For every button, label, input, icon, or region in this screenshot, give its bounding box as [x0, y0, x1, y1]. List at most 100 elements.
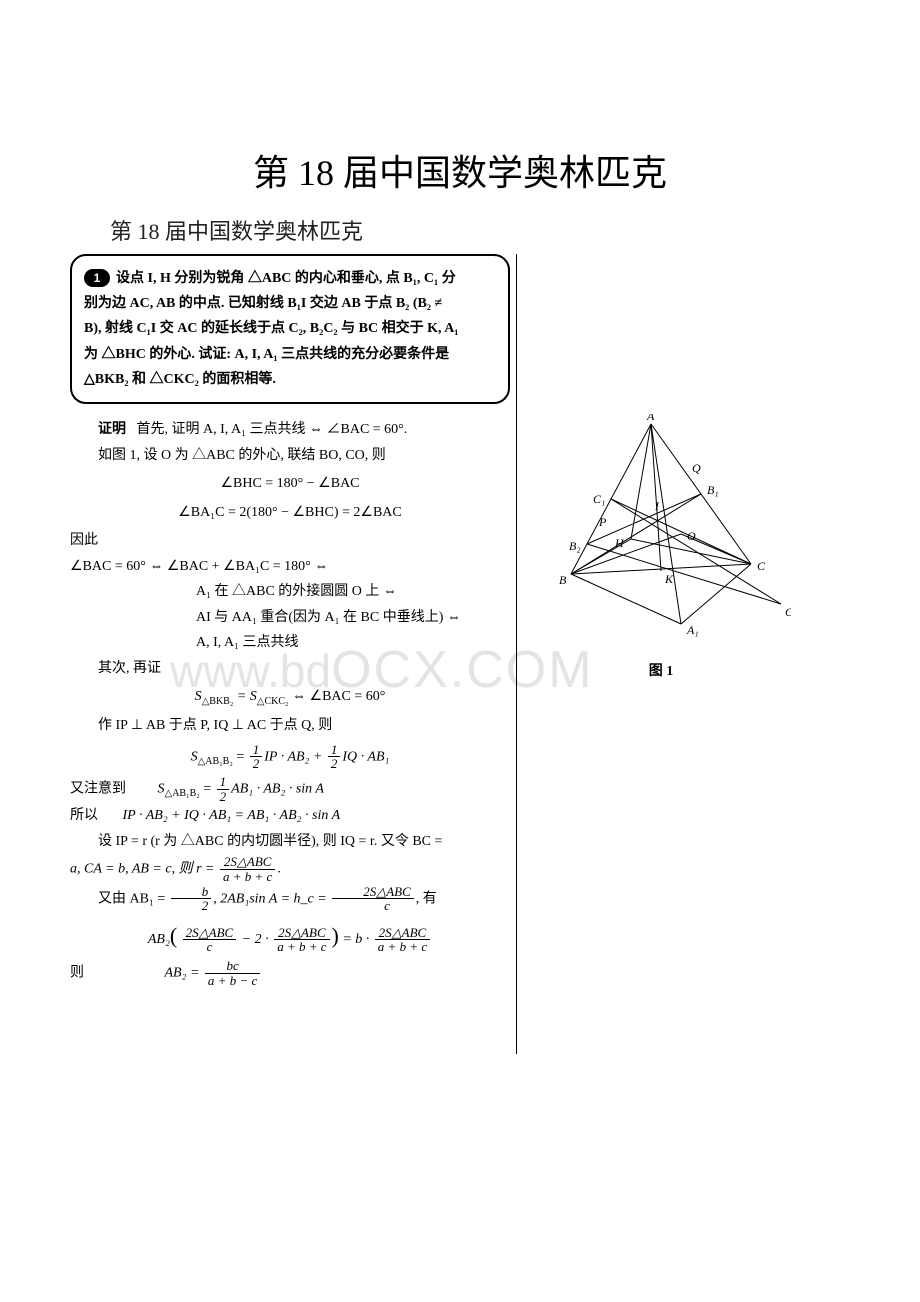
svg-text:C₁: C₁: [593, 492, 605, 506]
eq8-half1: 12: [250, 743, 263, 771]
svg-text:K: K: [664, 572, 674, 586]
svg-text:H: H: [614, 536, 625, 550]
figure-caption: 图 1: [531, 660, 791, 680]
proof-eq7: S△BKB₂ = S△CKC₂ ⇔ ∠BAC = 60°: [70, 685, 510, 710]
svg-text:B: B: [559, 573, 567, 587]
eq7-sub1: △BKB₂: [202, 696, 234, 707]
proof-eq5: AI 与 AA₁ 重合(因为 A₁ 在 BC 中垂线上) ⇔: [70, 606, 510, 631]
l10-den1: 2: [171, 899, 212, 913]
proof-line-11: 则 AB₂ = bc a + b − c: [70, 959, 510, 987]
eq9-rhs: AB₁ · AB₂ · sin A: [231, 781, 324, 796]
content-row: 1 设点 I, H 分别为锐角 △ABC 的内心和垂心, 点 B₁, C₁ 分 …: [70, 254, 850, 1054]
proof-line-6: 又注意到 S△AB₁B₂ = 12AB₁ · AB₂ · sin A: [70, 775, 510, 803]
l9-num: 2S△ABC: [220, 855, 275, 870]
eq11-num1: 2S△ABC: [183, 926, 237, 941]
proof-eq6: A, I, A₁ 三点共线: [70, 631, 510, 656]
eq11-num2: 2S△ABC: [274, 926, 329, 941]
eq8-half2: 12: [328, 743, 341, 771]
page-title: 第 18 届中国数学奥林匹克: [70, 144, 850, 196]
problem-line-2: B), 射线 C₁I 交 AC 的延长线于点 C₂, B₂C₂ 与 BC 相交于…: [84, 321, 459, 336]
eq11-eq: = b ·: [339, 932, 373, 947]
eq12-den: a + b − c: [205, 974, 260, 988]
eq12-num: bc: [205, 959, 260, 974]
proof-line-1b: 首先, 证明 A, I, A₁ 三点共线 ⇔ ∠BAC = 60°.: [137, 422, 408, 437]
problem-line-3: 为 △BHC 的外心. 试证: A, I, A₁ 三点共线的充分必要条件是: [84, 347, 449, 362]
l6a: 又注意到: [70, 781, 126, 796]
proof-line-2: 如图 1, 设 O 为 △ABC 的外心, 联结 BO, CO, 则: [70, 444, 510, 469]
l11: 则: [70, 966, 84, 981]
svg-text:A: A: [646, 414, 655, 423]
eq7-s1: S: [195, 689, 202, 704]
proof-line-1: 证明 首先, 证明 A, I, A₁ 三点共线 ⇔ ∠BAC = 60°.: [70, 418, 510, 443]
problem-box: 1 设点 I, H 分别为锐角 △ABC 的内心和垂心, 点 B₁, C₁ 分 …: [70, 254, 510, 404]
svg-text:O: O: [687, 529, 696, 543]
page-subtitle: 第 18 届中国数学奥林匹克: [110, 214, 850, 246]
l10-frac2: 2S△ABC c: [332, 885, 414, 913]
proof-line-4: 其次, 再证: [70, 657, 510, 682]
proof-line-10: 又由 AB₁ = b 2 , 2AB₁sin A = h_c = 2S△ABC …: [70, 885, 510, 913]
l10c: , 有: [416, 891, 437, 906]
l10-den2: c: [332, 899, 414, 913]
proof-line-3: 因此: [70, 529, 510, 554]
l9-frac: 2S△ABC a + b + c: [220, 855, 275, 883]
proof-eq8: S△AB₁B₂ = 12IP · AB₂ + 12IQ · AB₁: [70, 743, 510, 771]
eq7-s2: = S: [233, 689, 256, 704]
svg-text:A₁: A₁: [686, 623, 699, 637]
proof-eq4: A₁ 在 △ABC 的外接圆圆 O 上 ⇔: [70, 580, 510, 605]
problem-lead: 1: [84, 269, 116, 287]
proof-line-7: 所以 IP · AB₂ + IQ · AB₁ = AB₁ · AB₂ · sin…: [70, 804, 510, 829]
proof-eq3: ∠BAC = 60° ⇔ ∠BAC + ∠BA₁C = 180° ⇔: [70, 555, 510, 580]
svg-text:C₂: C₂: [785, 605, 791, 619]
eq12-frac: bc a + b − c: [205, 959, 260, 987]
l9-den: a + b + c: [220, 870, 275, 884]
eq11-den3: a + b + c: [375, 940, 430, 954]
proof-line-9: a, CA = b, AB = c, 则 r = 2S△ABC a + b + …: [70, 855, 510, 883]
svg-text:I: I: [654, 499, 660, 513]
svg-text:B₁: B₁: [707, 483, 719, 497]
proof-eq11: AB₂( 2S△ABC c − 2 · 2S△ABC a + b + c ) =…: [70, 917, 510, 956]
problem-line-1: 别为边 AC, AB 的中点. 已知射线 B₁I 交边 AB 于点 B₂ (B₂…: [84, 296, 442, 311]
l7: 所以: [70, 808, 98, 823]
eq11-f3: 2S△ABC a + b + c: [375, 926, 430, 954]
page: www.bdOCX.COM 第 18 届中国数学奥林匹克 第 18 届中国数学奥…: [0, 0, 920, 1094]
eq8-sub: △AB₁B₂: [198, 756, 233, 767]
eq11-mid: − 2 ·: [238, 932, 272, 947]
proof-label: 证明: [98, 422, 126, 437]
svg-text:Q: Q: [692, 461, 701, 475]
left-column: 1 设点 I, H 分别为锐角 △ABC 的内心和垂心, 点 B₁, C₁ 分 …: [70, 254, 516, 989]
eq9-sub: △AB₁B₂: [165, 788, 200, 799]
eq12-lhs: AB₂ =: [165, 966, 203, 981]
proof-line-8: 设 IP = r (r 为 △ABC 的内切圆半径), 则 IQ = r. 又令…: [70, 830, 510, 855]
eq11-f1: 2S△ABC c: [183, 926, 237, 954]
eq11-num3: 2S△ABC: [375, 926, 430, 941]
l10-num1: b: [171, 885, 212, 900]
eq10: IP · AB₂ + IQ · AB₁ = AB₁ · AB₂ · sin A: [123, 808, 341, 823]
svg-text:B₂: B₂: [569, 539, 581, 553]
problem-line-4: △BKB₂ 和 △CKC₂ 的面积相等.: [84, 372, 276, 387]
eq8-rhs-a: IP · AB₂ +: [264, 749, 326, 764]
l9a: a, CA = b, AB = c, 则 r =: [70, 862, 218, 877]
problem-number-bullet: 1: [84, 269, 110, 287]
eq7-s3: ⇔ ∠BAC = 60°: [289, 689, 386, 704]
eq11a: AB₂: [148, 932, 170, 947]
l10b: , 2AB₁sin A = h_c =: [213, 891, 330, 906]
right-column: A B C B₁ C₁ B₂ C₂ H I K O P Q A₁ 图 1: [516, 254, 791, 1054]
geometry-figure: A B C B₁ C₁ B₂ C₂ H I K O P Q A₁: [531, 414, 791, 654]
problem-line-0: 设点 I, H 分别为锐角 △ABC 的内心和垂心, 点 B₁, C₁ 分: [116, 271, 456, 286]
eq8-rhs-b: IQ · AB₁: [342, 749, 389, 764]
eq11-f2: 2S△ABC a + b + c: [274, 926, 329, 954]
l10-frac1: b 2: [171, 885, 212, 913]
l10a: 又由 AB₁ =: [98, 891, 169, 906]
svg-text:P: P: [598, 515, 607, 529]
eq9-half: 12: [217, 775, 230, 803]
proof-eq2: ∠BA₁C = 2(180° − ∠BHC) = 2∠BAC: [70, 501, 510, 526]
eq11-den2: a + b + c: [274, 940, 329, 954]
svg-text:C: C: [757, 559, 766, 573]
eq9-lhs: S: [158, 781, 165, 796]
proof-body: 证明 首先, 证明 A, I, A₁ 三点共线 ⇔ ∠BAC = 60°. 如图…: [70, 418, 510, 988]
proof-line-5: 作 IP ⊥ AB 于点 P, IQ ⊥ AC 于点 Q, 则: [70, 714, 510, 739]
proof-eq1: ∠BHC = 180° − ∠BAC: [70, 472, 510, 497]
eq11-den1: c: [183, 940, 237, 954]
eq8-lhs: S: [191, 749, 198, 764]
l10-num2: 2S△ABC: [332, 885, 414, 900]
